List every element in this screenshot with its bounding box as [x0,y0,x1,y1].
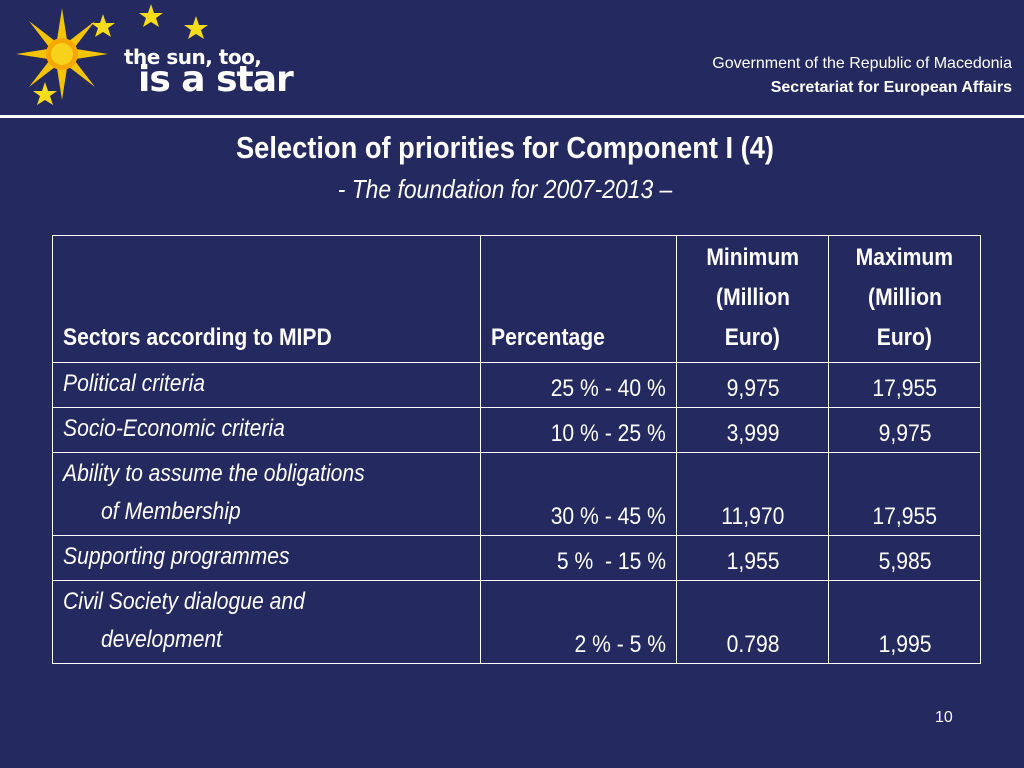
minimum-cell: 3,999 [676,407,830,453]
minimum-cell: 11,970 [676,452,830,536]
maximum-cell: 9,975 [828,407,981,453]
percentage-cell: 25 % - 40 % [480,362,678,408]
header-divider [0,115,1024,118]
table-row: Ability to assume the obligations of Mem… [51,452,981,536]
table-header-row: Sectors according to MIPD Percentage Min… [51,235,981,363]
header-minimum: Minimum (Million Euro) [676,235,830,363]
page-number: 10 [935,709,953,726]
maximum-cell: 5,985 [828,535,981,581]
table-row: Political criteria 25 % - 40 % 9,975 17,… [51,362,981,408]
star-icon [91,14,115,37]
maximum-cell: 1,995 [828,580,981,664]
star-icon [184,16,208,39]
minimum-cell: 1,955 [676,535,830,581]
sector-cell: Socio-Economic criteria [51,407,482,453]
slide-subtitle: - The foundation for 2007-2013 – [337,174,673,204]
sector-cell: Supporting programmes [51,535,482,581]
priorities-table: Sectors according to MIPD Percentage Min… [51,235,981,664]
government-name: Government of the Republic of Macedonia [712,55,1012,72]
percentage-cell: 10 % - 25 % [480,407,678,453]
header-maximum: Maximum (Million Euro) [828,235,981,363]
sector-cell: Civil Society dialogue and development [51,580,482,664]
table-row: Supporting programmes 5 % - 15 % 1,955 5… [51,535,981,581]
logo-slogan-line1: the sun, too, [124,45,262,69]
percentage-cell: 5 % - 15 % [480,535,678,581]
maximum-cell: 17,955 [828,452,981,536]
logo-slogan-line2: is a star [138,59,294,100]
star-icon [33,82,57,105]
table-row: Socio-Economic criteria 10 % - 25 % 3,99… [51,407,981,453]
sector-cell: Political criteria [51,362,482,408]
header-sector: Sectors according to MIPD [51,235,482,363]
percentage-cell: 2 % - 5 % [480,580,678,664]
minimum-cell: 0.798 [676,580,830,664]
percentage-cell: 30 % - 45 % [480,452,678,536]
maximum-cell: 17,955 [828,362,981,408]
header-percentage: Percentage [480,235,678,363]
star-icon [139,4,163,27]
slide-title: Selection of priorities for Component I … [235,130,775,165]
table-row: Civil Society dialogue and development 2… [51,580,981,664]
secretariat-name: Secretariat for European Affairs [770,79,1012,96]
sun-logo-icon [16,4,208,105]
minimum-cell: 9,975 [676,362,830,408]
logo: the sun, too, is a star [0,0,300,112]
sector-cell: Ability to assume the obligations of Mem… [51,452,482,536]
